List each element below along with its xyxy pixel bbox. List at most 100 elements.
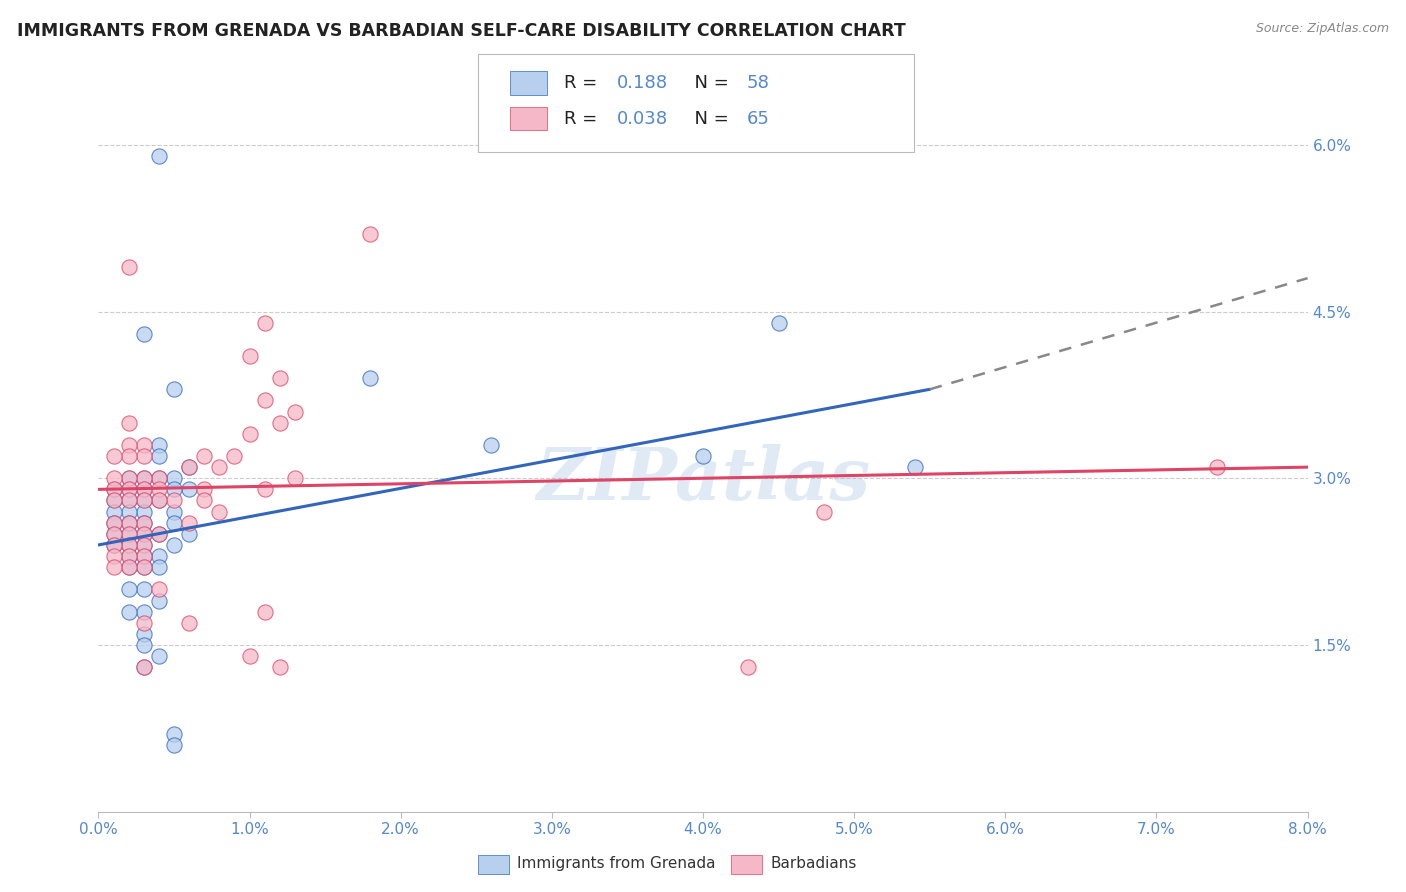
Point xyxy=(118,526,141,541)
Point xyxy=(148,526,170,541)
Point xyxy=(148,471,170,485)
Point xyxy=(103,493,125,508)
Point xyxy=(118,526,141,541)
Point xyxy=(193,449,215,463)
Text: R =: R = xyxy=(564,74,603,92)
Point xyxy=(163,471,186,485)
Text: 0.188: 0.188 xyxy=(617,74,668,92)
Point xyxy=(118,582,141,597)
Point xyxy=(179,615,201,630)
Point xyxy=(132,483,155,497)
Point xyxy=(132,505,155,519)
Point xyxy=(163,538,186,552)
Point xyxy=(163,738,186,752)
Text: ZIPatlas: ZIPatlas xyxy=(536,444,870,515)
Point xyxy=(118,560,141,574)
Point xyxy=(118,471,141,485)
Point xyxy=(132,605,155,619)
Point xyxy=(481,438,503,452)
Point xyxy=(103,493,125,508)
Point xyxy=(179,516,201,530)
Point xyxy=(118,605,141,619)
Point xyxy=(103,483,125,497)
Point xyxy=(148,493,170,508)
Point xyxy=(118,483,141,497)
Point xyxy=(132,471,155,485)
Point xyxy=(118,471,141,485)
Point xyxy=(118,416,141,430)
Point xyxy=(103,526,125,541)
Point xyxy=(148,493,170,508)
Text: Barbadians: Barbadians xyxy=(770,856,856,871)
Point xyxy=(118,538,141,552)
Text: IMMIGRANTS FROM GRENADA VS BARBADIAN SELF-CARE DISABILITY CORRELATION CHART: IMMIGRANTS FROM GRENADA VS BARBADIAN SEL… xyxy=(17,22,905,40)
Point xyxy=(103,516,125,530)
Point xyxy=(269,660,291,674)
Point xyxy=(132,582,155,597)
Point xyxy=(132,326,155,341)
Point xyxy=(813,505,835,519)
Point xyxy=(284,404,307,418)
Point xyxy=(163,516,186,530)
Point xyxy=(148,449,170,463)
Point xyxy=(132,660,155,674)
Point xyxy=(208,505,231,519)
Point xyxy=(132,483,155,497)
Point xyxy=(132,615,155,630)
Point xyxy=(132,516,155,530)
Point xyxy=(148,438,170,452)
Point xyxy=(132,449,155,463)
Point xyxy=(132,438,155,452)
Text: Source: ZipAtlas.com: Source: ZipAtlas.com xyxy=(1256,22,1389,36)
Point xyxy=(118,549,141,563)
Point xyxy=(103,505,125,519)
Point xyxy=(253,316,276,330)
Point xyxy=(148,560,170,574)
Point xyxy=(103,526,125,541)
Point xyxy=(360,227,382,241)
Point xyxy=(132,538,155,552)
Point xyxy=(269,371,291,385)
Point xyxy=(103,538,125,552)
Point xyxy=(208,460,231,475)
Text: N =: N = xyxy=(683,74,735,92)
Point xyxy=(148,593,170,607)
Point xyxy=(132,471,155,485)
Point xyxy=(103,449,125,463)
Point xyxy=(148,549,170,563)
Point xyxy=(360,371,382,385)
Point xyxy=(163,505,186,519)
Point xyxy=(118,516,141,530)
Point xyxy=(239,649,262,664)
Point xyxy=(148,649,170,664)
Point xyxy=(284,471,307,485)
Point xyxy=(179,526,201,541)
Point xyxy=(118,493,141,508)
Point xyxy=(179,460,201,475)
Point xyxy=(253,483,276,497)
Point xyxy=(692,449,714,463)
Point xyxy=(132,627,155,641)
Point xyxy=(253,393,276,408)
Point xyxy=(904,460,927,475)
Point xyxy=(118,505,141,519)
Point xyxy=(163,483,186,497)
Point xyxy=(239,426,262,441)
Point xyxy=(118,493,141,508)
Point xyxy=(132,549,155,563)
Point xyxy=(737,660,759,674)
Point xyxy=(132,660,155,674)
Point xyxy=(193,493,215,508)
Text: 58: 58 xyxy=(747,74,769,92)
Point xyxy=(118,260,141,274)
Point xyxy=(132,549,155,563)
Point xyxy=(163,493,186,508)
Text: N =: N = xyxy=(683,110,735,128)
Point xyxy=(103,516,125,530)
Point xyxy=(193,483,215,497)
Point xyxy=(1206,460,1229,475)
Point xyxy=(148,526,170,541)
Point xyxy=(163,727,186,741)
Point xyxy=(118,438,141,452)
Point xyxy=(118,538,141,552)
